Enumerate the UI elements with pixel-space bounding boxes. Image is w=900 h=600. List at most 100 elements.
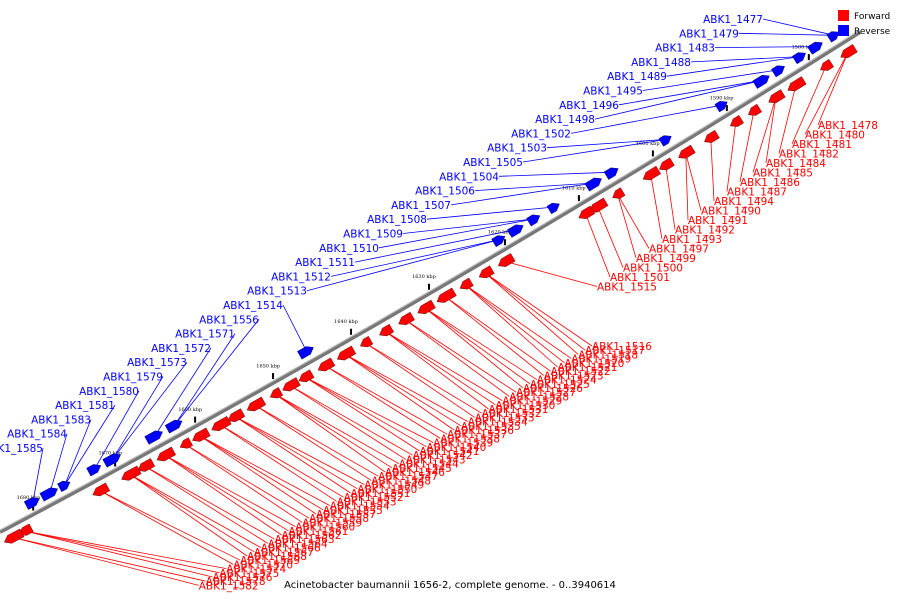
forward-gene-label: ABK1_1526 [523,383,583,395]
forward-gene-connector [465,284,558,368]
forward-gene-arrow [179,437,193,449]
forward-gene-arrow [612,187,626,199]
reverse-gene-arrow [57,480,71,493]
reverse-gene-connector [738,32,835,36]
forward-gene-label: ABK1_1568 [247,551,307,563]
scale-tick-mark [32,504,35,511]
forward-gene-label: ABK1_1560 [295,522,355,534]
forward-gene-label: ABK1_1522 [551,366,611,378]
forward-gene-label: ABK1_1566 [261,543,321,555]
forward-gene-connector [185,444,310,519]
forward-gene-arrow [137,458,156,472]
reverse-gene-arrow [164,419,183,434]
reverse-gene-connector [112,376,164,460]
reverse-gene-label: ABK1_1505 [463,157,523,169]
reverse-gene-arrow [546,202,560,215]
scale-tick-mark [503,239,506,246]
forward-gene-connector [100,490,241,561]
forward-gene-label: ABK1_1486 [740,177,800,189]
reverse-gene-connector [402,218,535,234]
forward-gene-connector [25,530,227,569]
forward-gene-connector [25,530,220,574]
forward-gene-label: ABK1_1532 [482,408,542,420]
reverse-gene-connector [762,18,835,36]
forward-gene-label: ABK1_1582 [199,580,259,592]
gene-arrows [4,31,858,544]
forward-gene-connector [130,474,255,553]
forward-gene-connector [235,416,365,485]
forward-gene-label: ABK1_1534 [468,417,528,429]
reverse-gene-label: ABK1_1504 [439,171,499,183]
forward-gene-arrow [398,311,415,326]
scale-tick-mark [577,195,580,202]
forward-gene-label: ABK1_1545 [392,463,452,475]
forward-gene-arrow [156,446,176,462]
reverse-gene-connector [546,138,667,149]
forward-gene-connector [465,284,565,364]
forward-gene-connector [325,365,448,435]
forward-gene-connector [200,435,324,511]
reverse-gene-arrow [714,101,728,113]
forward-gene-label: ABK1_1562 [282,530,342,542]
reverse-gene-label: ABK1_1489 [607,71,667,83]
legend-forward-swatch [838,10,849,21]
legend: Forward Reverse [838,10,891,37]
forward-gene-connector [25,530,213,578]
reverse-gene-label: ABK1_1583 [31,414,91,426]
forward-gene-label: ABK1_1558 [309,513,369,525]
forward-gene-label: ABK1_1561 [288,526,348,538]
forward-gene-label: ABK1_1546 [385,467,445,479]
reverse-gene-label: ABK1_1477 [703,14,763,26]
forward-gene-label: ABK1_1529 [502,396,562,408]
reverse-gene-label: ABK1_1495 [583,86,643,98]
forward-gene-connector [275,393,386,473]
forward-gene-label: ABK1_1576 [213,572,273,584]
reverse-gene-arrow [507,224,524,238]
forward-gene-label: ABK1_1520 [564,358,624,370]
reverse-gene-arrow [297,346,314,360]
reverse-gene-label: ABK1_1572 [151,343,211,355]
reverse-gene-arrow [771,65,785,78]
scale-tick-label: 1670 kbp [98,451,122,457]
reverse-gene-connector [94,390,140,470]
forward-gene-label: ABK1_1481 [792,139,852,151]
forward-gene-connector [505,261,598,287]
forward-gene-label: ABK1_1518 [578,349,638,361]
forward-gene-connector [385,331,496,406]
forward-gene-label: ABK1_1521 [558,362,618,374]
forward-gene-arrow [840,44,858,58]
forward-gene-label: ABK1_1497 [649,244,709,256]
reverse-gene-label: ABK1_1571 [175,329,235,341]
scale-tick-label: 1660 kbp [178,407,202,413]
label-connectors [13,18,849,586]
forward-gene-label: ABK1_1537 [447,429,507,441]
forward-gene-label: ABK1_1575 [219,568,279,580]
forward-gene-arrow [659,157,675,171]
forward-gene-connector [405,319,517,393]
forward-gene-connector [345,354,468,422]
reverse-gene-label: ABK1_1498 [535,114,595,126]
forward-gene-label: ABK1_1531 [489,404,549,416]
forward-gene-label: ABK1_1482 [779,149,839,161]
forward-gene-label: ABK1_1493 [662,234,722,246]
reverse-gene-connector [426,206,555,220]
reverse-gene-label: ABK1_1503 [487,143,547,155]
forward-gene-arrow [246,396,267,412]
forward-gene-connector [778,85,797,154]
scale-tick-label: 1610 kbp [562,186,586,192]
scale-tick-mark [807,54,810,61]
forward-gene-connector [425,308,531,385]
reverse-gene-arrow [86,464,102,477]
reverse-gene-label: ABK1_1573 [127,357,187,369]
forward-gene-label: ABK1_1484 [766,158,826,170]
forward-gene-arrow [92,482,111,497]
forward-gene-label: ABK1_1550 [357,484,417,496]
forward-gene-label: ABK1_1567 [254,547,314,559]
scale-tick-label: 1580 kbp [792,45,816,51]
reverse-gene-label: ABK1_1579 [103,372,163,384]
reverse-gene-connector [354,229,517,263]
forward-gene-arrow [768,89,786,104]
forward-gene-arrow [269,387,284,399]
forward-gene-label: ABK1_1548 [371,475,431,487]
forward-gene-label: ABK1_1491 [688,215,748,227]
